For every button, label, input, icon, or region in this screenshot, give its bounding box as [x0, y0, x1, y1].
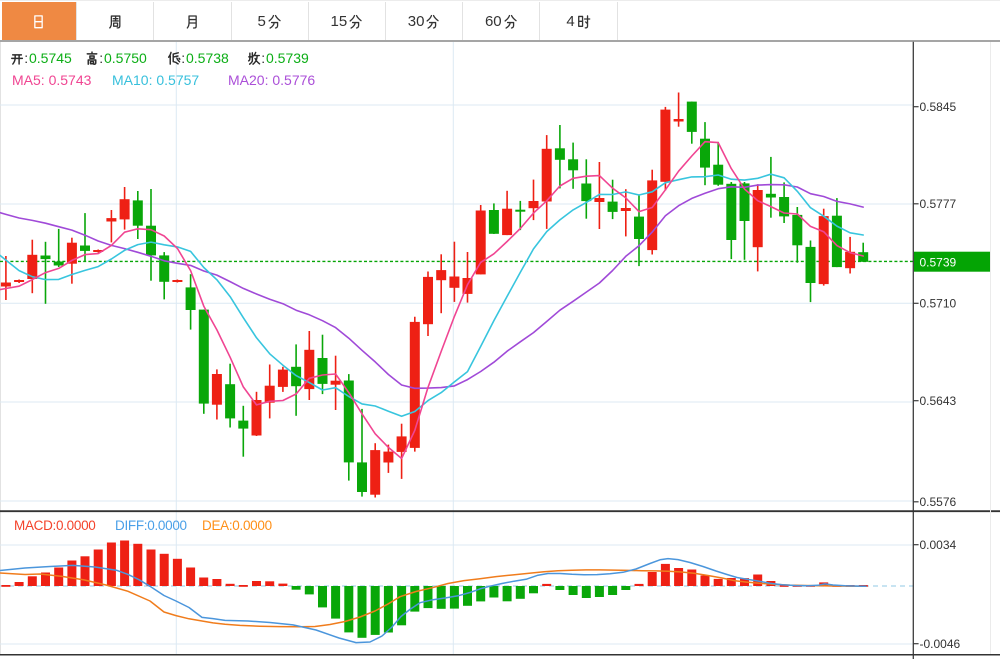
svg-text:0.5643: 0.5643: [920, 394, 957, 408]
svg-text:DIFF:0.0000: DIFF:0.0000: [115, 518, 187, 533]
svg-text:0.5739: 0.5739: [266, 50, 309, 66]
svg-text:0.5745: 0.5745: [29, 50, 72, 66]
svg-text:0.5777: 0.5777: [920, 197, 957, 211]
svg-text:DEA:0.0000: DEA:0.0000: [202, 518, 272, 533]
svg-text:0.5750: 0.5750: [104, 50, 147, 66]
svg-text:0.5576: 0.5576: [920, 495, 957, 509]
svg-text::: :: [261, 50, 265, 66]
svg-text:MA20: 0.5776: MA20: 0.5776: [228, 72, 315, 88]
svg-text:MACD:0.0000: MACD:0.0000: [14, 518, 96, 533]
svg-text::: :: [181, 50, 185, 66]
svg-text:0.5845: 0.5845: [920, 100, 957, 114]
svg-text:0.5738: 0.5738: [186, 50, 229, 66]
svg-text:0.5710: 0.5710: [920, 297, 957, 311]
svg-text:MA10: 0.5757: MA10: 0.5757: [112, 72, 199, 88]
svg-text::: :: [24, 50, 28, 66]
svg-text:-0.0046: -0.0046: [920, 637, 961, 651]
svg-text:0.5739: 0.5739: [920, 255, 957, 269]
svg-text:0.0034: 0.0034: [920, 538, 957, 552]
svg-text::: :: [99, 50, 103, 66]
svg-text:MA5: 0.5743: MA5: 0.5743: [12, 72, 92, 88]
